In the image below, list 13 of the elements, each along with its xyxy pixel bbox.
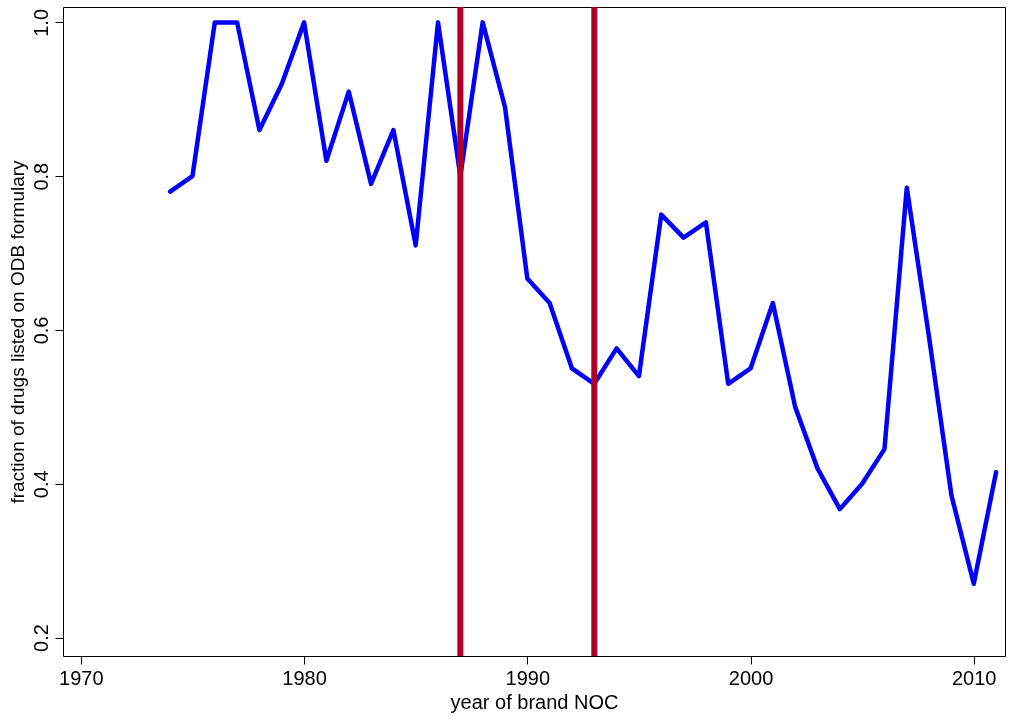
x-tick-label: 2000 <box>728 666 774 689</box>
y-tick-label: 0.4 <box>29 470 52 499</box>
y-tick-label: 0.6 <box>29 316 52 345</box>
y-tick-label: 0.8 <box>29 162 52 191</box>
x-tick-label: 2010 <box>952 666 997 689</box>
line-series <box>167 20 999 586</box>
x-tick-label: 1990 <box>505 666 551 689</box>
y-axis-title: fraction of drugs listed on ODB formulary <box>6 159 28 504</box>
x-axis-title: year of brand NOC <box>450 690 619 713</box>
x-tick-label: 1970 <box>59 666 104 689</box>
x-tick-label: 1980 <box>282 666 327 689</box>
y-tick-label: 0.2 <box>29 624 52 652</box>
y-tick-label: 1.0 <box>29 8 52 37</box>
